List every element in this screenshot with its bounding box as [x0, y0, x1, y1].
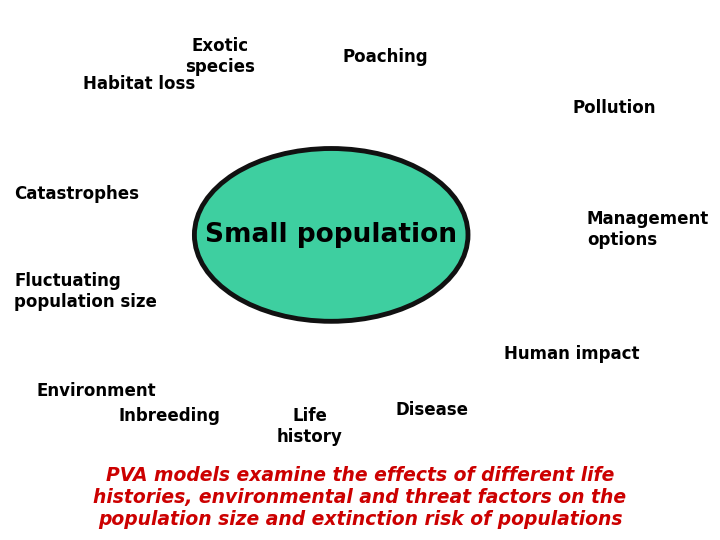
Text: Management
options: Management options [587, 210, 709, 249]
Text: Fluctuating
population size: Fluctuating population size [14, 272, 157, 311]
Text: Catastrophes: Catastrophes [14, 185, 140, 204]
Text: Exotic
species: Exotic species [184, 37, 255, 76]
Text: Habitat loss: Habitat loss [83, 75, 195, 93]
Text: Life
history: Life history [276, 407, 343, 446]
Text: Inbreeding: Inbreeding [118, 407, 220, 425]
Text: Pollution: Pollution [572, 99, 656, 117]
Text: PVA models examine the effects of different life
histories, environmental and th: PVA models examine the effects of differ… [94, 466, 626, 529]
Text: Human impact: Human impact [504, 345, 639, 363]
Text: Small population: Small population [205, 222, 457, 248]
Text: Disease: Disease [395, 401, 469, 420]
Ellipse shape [194, 148, 468, 321]
Text: Poaching: Poaching [343, 48, 428, 66]
Text: Environment: Environment [36, 382, 156, 401]
